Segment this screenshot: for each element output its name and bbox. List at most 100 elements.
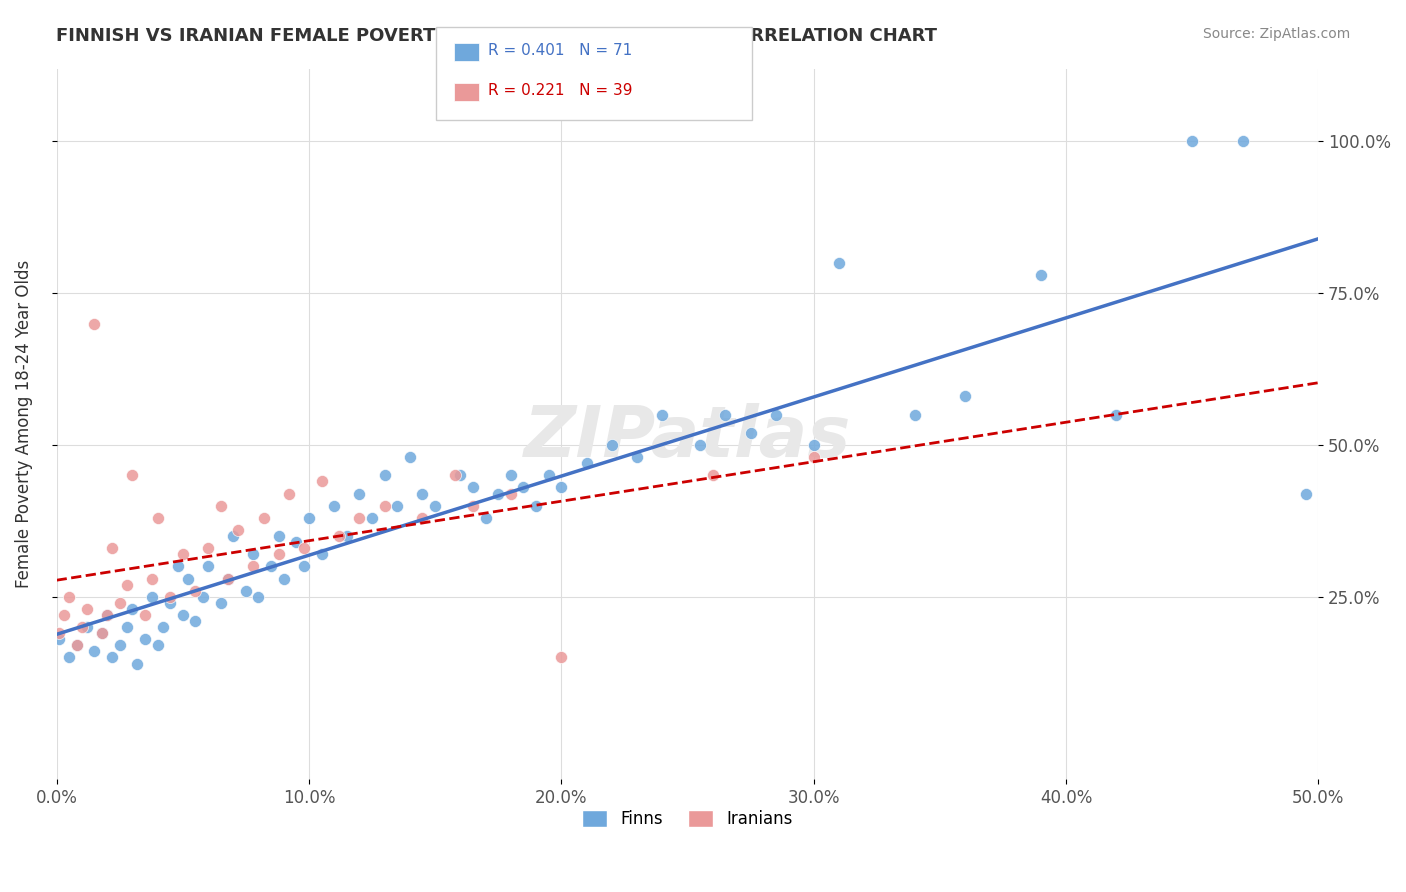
Point <box>267 529 290 543</box>
Point <box>1181 134 1204 148</box>
Point <box>70 620 93 634</box>
Point <box>461 499 484 513</box>
Point <box>474 511 496 525</box>
Point <box>66 638 89 652</box>
Text: R = 0.221   N = 39: R = 0.221 N = 39 <box>488 84 633 98</box>
Point <box>292 559 315 574</box>
Point <box>121 602 143 616</box>
Point <box>323 499 346 513</box>
Point <box>600 438 623 452</box>
Point <box>242 547 264 561</box>
Point <box>374 468 396 483</box>
Point <box>235 583 257 598</box>
Point <box>117 620 139 634</box>
Point <box>550 480 572 494</box>
Point <box>387 499 409 513</box>
Point <box>96 607 118 622</box>
Point <box>361 511 384 525</box>
Point <box>486 486 509 500</box>
Point <box>298 511 321 525</box>
Point <box>953 389 976 403</box>
Point <box>626 450 648 464</box>
Point <box>336 529 359 543</box>
Point <box>83 317 105 331</box>
Point <box>311 475 333 489</box>
Point <box>411 511 433 525</box>
Point <box>651 408 673 422</box>
Point <box>537 468 560 483</box>
Point <box>285 535 308 549</box>
Point <box>101 541 124 556</box>
Text: Source: ZipAtlas.com: Source: ZipAtlas.com <box>1202 27 1350 41</box>
Point <box>48 632 70 647</box>
Point <box>108 596 131 610</box>
Point <box>277 486 299 500</box>
Point <box>121 468 143 483</box>
Point <box>226 523 249 537</box>
Point <box>803 450 825 464</box>
Point <box>66 638 89 652</box>
Point <box>159 590 181 604</box>
Point <box>58 590 80 604</box>
Point <box>134 632 156 647</box>
Text: R = 0.401   N = 71: R = 0.401 N = 71 <box>488 44 633 58</box>
Point <box>134 607 156 622</box>
Point <box>197 559 219 574</box>
Point <box>96 607 118 622</box>
Point <box>159 596 181 610</box>
Point <box>449 468 471 483</box>
Point <box>76 620 98 634</box>
Point <box>328 529 350 543</box>
Point <box>444 468 467 483</box>
Point <box>117 577 139 591</box>
Point <box>689 438 711 452</box>
Point <box>267 547 290 561</box>
Point <box>803 438 825 452</box>
Point <box>184 583 207 598</box>
Point <box>184 614 207 628</box>
Text: ZIPatlas: ZIPatlas <box>524 403 851 473</box>
Point <box>499 486 522 500</box>
Point <box>349 511 371 525</box>
Point <box>53 607 76 622</box>
Point <box>48 626 70 640</box>
Point <box>91 626 114 640</box>
Point <box>374 499 396 513</box>
Point <box>101 650 124 665</box>
Point <box>172 607 194 622</box>
Point <box>461 480 484 494</box>
Point <box>512 480 534 494</box>
Point <box>222 529 245 543</box>
Point <box>499 468 522 483</box>
Point <box>714 408 737 422</box>
Point <box>260 559 283 574</box>
Y-axis label: Female Poverty Among 18-24 Year Olds: Female Poverty Among 18-24 Year Olds <box>15 260 32 588</box>
Point <box>166 559 188 574</box>
Point <box>411 486 433 500</box>
Point <box>1029 268 1052 282</box>
Point <box>273 572 295 586</box>
Point <box>524 499 547 513</box>
Point <box>242 559 264 574</box>
Point <box>1295 486 1317 500</box>
Point <box>349 486 371 500</box>
Text: FINNISH VS IRANIAN FEMALE POVERTY AMONG 18-24 YEAR OLDS CORRELATION CHART: FINNISH VS IRANIAN FEMALE POVERTY AMONG … <box>56 27 938 45</box>
Point <box>740 425 762 440</box>
Point <box>1232 134 1254 148</box>
Point <box>58 650 80 665</box>
Point <box>702 468 724 483</box>
Point <box>399 450 422 464</box>
Point <box>1105 408 1128 422</box>
Point <box>127 657 149 671</box>
Point <box>177 572 200 586</box>
Point <box>141 572 163 586</box>
Point <box>172 547 194 561</box>
Point <box>209 596 232 610</box>
Point <box>550 650 572 665</box>
Point <box>828 256 851 270</box>
Point <box>146 511 169 525</box>
Point <box>903 408 925 422</box>
Point <box>209 499 232 513</box>
Point <box>83 644 105 658</box>
Point <box>765 408 787 422</box>
